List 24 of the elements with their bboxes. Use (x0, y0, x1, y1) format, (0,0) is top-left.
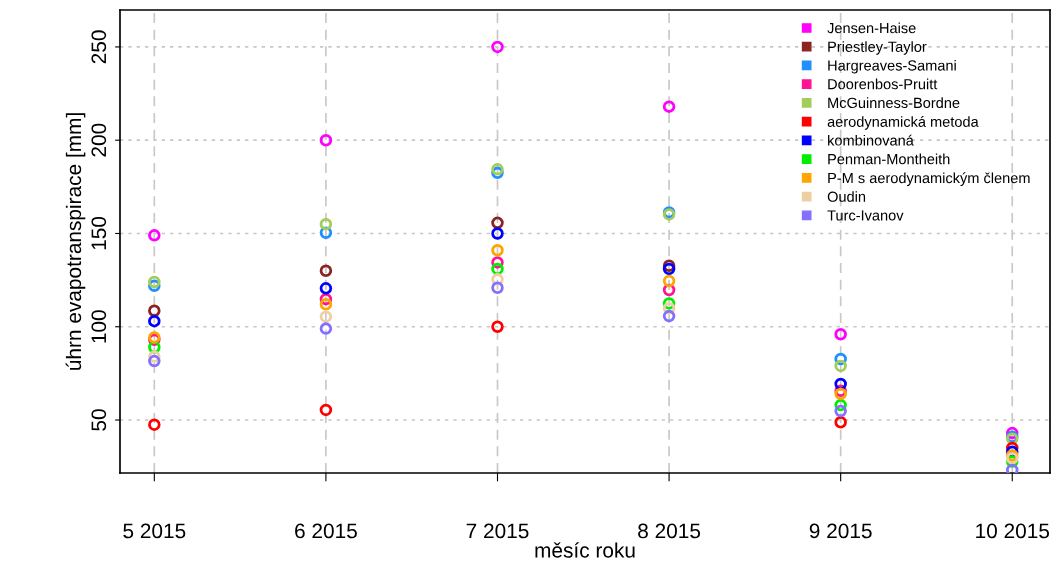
legend-label: Turc-Ivanov (827, 210, 904, 221)
x-tick-label: 7 2015 (466, 523, 529, 539)
legend-label: Penman-Montheith (828, 153, 950, 165)
y-tick-label: 50 (91, 409, 107, 431)
x-axis-title: měsíc roku (535, 542, 635, 558)
x-tick-label: 8 2015 (638, 523, 701, 539)
x-tick-label: 6 2015 (295, 523, 357, 539)
x-tick-label: 9 2015 (809, 523, 872, 539)
legend-label: Jensen-Haise (827, 22, 916, 34)
legend-label: Doorenbos-Pruitt (828, 78, 938, 90)
y-tick-label: 100 (91, 310, 107, 343)
legend-label: kombinovaná (828, 134, 914, 146)
legend-label: P-M s aerodynamickým členem (828, 172, 1030, 187)
x-tick-label: 5 2015 (123, 523, 186, 539)
legend-label: McGuinness-Bordne (828, 97, 960, 109)
y-tick-label: 150 (91, 216, 107, 250)
legend-label: Priestley-Taylor (828, 41, 927, 55)
y-axis-title: úhrn evapotranspirace [mm] (65, 113, 86, 370)
legend-label: aerodynamická metoda (827, 116, 979, 130)
legend-label: Oudin (827, 191, 866, 202)
y-tick-label: 250 (91, 30, 107, 64)
y-tick-label: 200 (91, 123, 107, 157)
legend-label: Hargreaves-Samani (828, 59, 956, 74)
x-tick-label: 10 2015 (976, 523, 1050, 539)
